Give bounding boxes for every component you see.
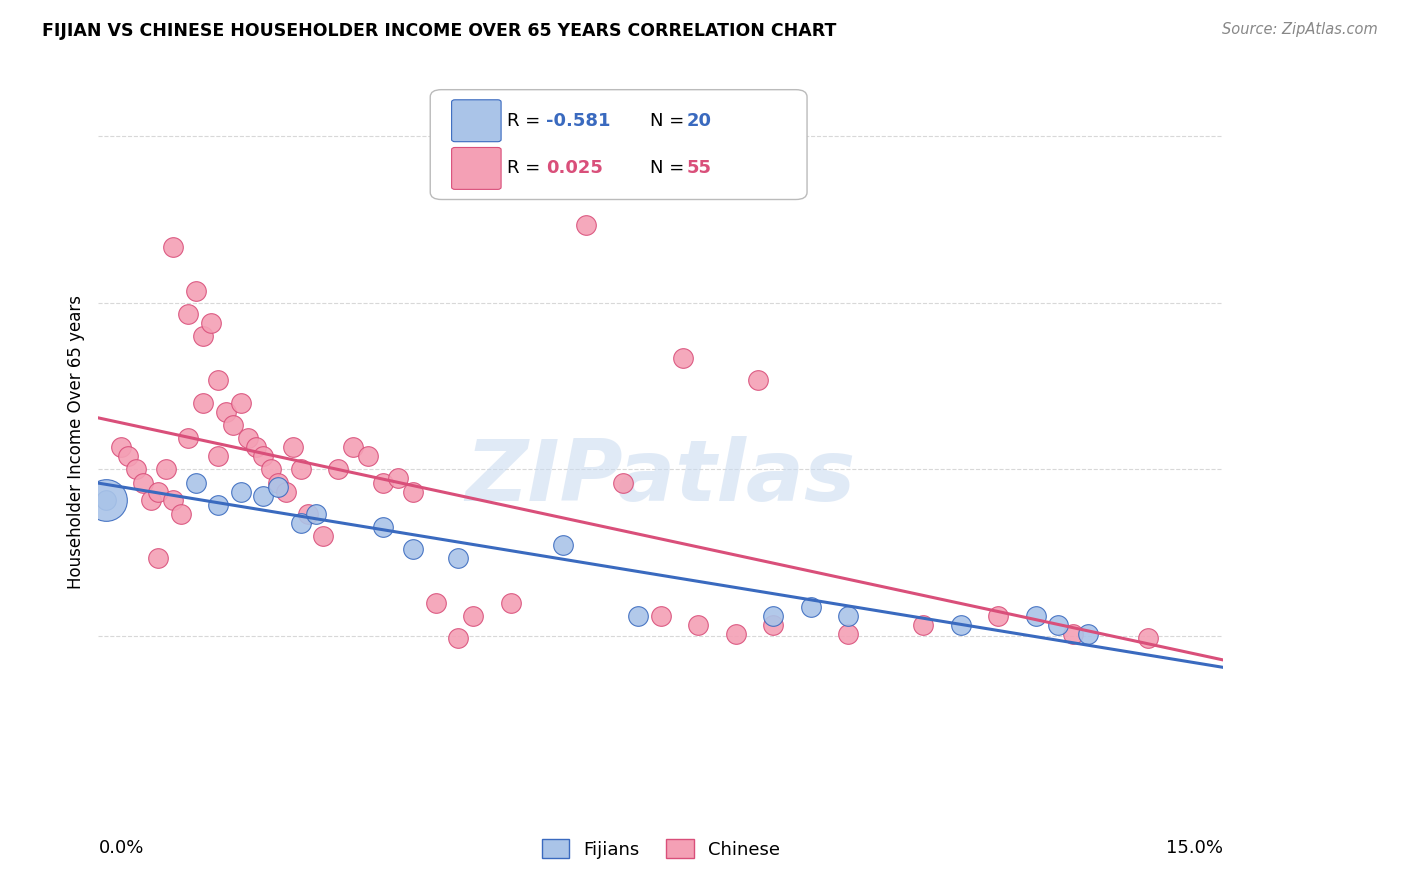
Text: 0.025: 0.025 [546,160,603,178]
Point [553,538,575,552]
Point [612,475,634,490]
Point [402,542,425,557]
Text: 55: 55 [686,160,711,178]
Point [290,462,312,476]
Point [373,520,395,534]
Point [267,475,290,490]
Point [1077,627,1099,641]
Point [283,440,305,454]
Point [949,618,972,632]
Point [575,218,598,232]
Point [650,609,672,624]
FancyBboxPatch shape [451,147,501,189]
Point [132,475,155,490]
Text: FIJIAN VS CHINESE HOUSEHOLDER INCOME OVER 65 YEARS CORRELATION CHART: FIJIAN VS CHINESE HOUSEHOLDER INCOME OVE… [42,22,837,40]
Text: ZIPatlas: ZIPatlas [465,436,856,519]
Point [688,618,710,632]
FancyBboxPatch shape [451,100,501,142]
Point [627,609,650,624]
Point [837,627,859,641]
Point [148,551,170,566]
Point [1062,627,1084,641]
Point [912,618,935,632]
Point [94,493,117,508]
Point [463,609,485,624]
Point [837,609,859,624]
Point [238,431,260,445]
Point [184,475,207,490]
Point [207,373,229,387]
Text: 0.0%: 0.0% [98,838,143,857]
Point [800,600,823,615]
Text: 15.0%: 15.0% [1166,838,1223,857]
Point [245,440,267,454]
Text: R =: R = [506,160,546,178]
FancyBboxPatch shape [430,90,807,200]
Point [193,329,215,343]
Point [447,632,470,646]
Point [260,462,283,476]
Text: 20: 20 [686,112,711,129]
Point [342,440,364,454]
Point [1137,632,1160,646]
Point [184,285,207,299]
Point [215,404,238,418]
Text: -0.581: -0.581 [546,112,610,129]
Point [94,493,117,508]
Point [373,475,395,490]
Point [290,516,312,530]
Point [155,462,177,476]
Point [207,498,229,512]
Point [762,618,785,632]
Point [357,449,380,463]
Point [447,551,470,566]
Point [267,480,290,494]
Point [222,417,245,432]
Point [139,493,162,508]
Point [987,609,1010,624]
Point [672,351,695,366]
Point [162,493,184,508]
Point [387,471,409,485]
Point [297,507,319,521]
Point [762,609,785,624]
Point [1047,618,1070,632]
Point [402,484,425,499]
Point [110,440,132,454]
Y-axis label: Householder Income Over 65 years: Householder Income Over 65 years [66,294,84,589]
Point [252,489,274,503]
Point [252,449,274,463]
Point [125,462,148,476]
Text: Source: ZipAtlas.com: Source: ZipAtlas.com [1222,22,1378,37]
Point [229,395,252,409]
Point [162,240,184,254]
Point [207,449,229,463]
Point [200,316,222,330]
Point [177,307,200,321]
Text: N =: N = [650,112,689,129]
Point [499,596,522,610]
Point [117,449,139,463]
Point [148,484,170,499]
Point [305,507,328,521]
Point [274,484,297,499]
Point [747,373,769,387]
Legend: Fijians, Chinese: Fijians, Chinese [534,832,787,866]
Point [177,431,200,445]
Text: N =: N = [650,160,689,178]
Point [425,596,447,610]
Text: R =: R = [506,112,546,129]
Point [193,395,215,409]
Point [229,484,252,499]
Point [312,529,335,543]
Point [1025,609,1047,624]
Point [170,507,193,521]
Point [328,462,350,476]
Point [724,627,747,641]
